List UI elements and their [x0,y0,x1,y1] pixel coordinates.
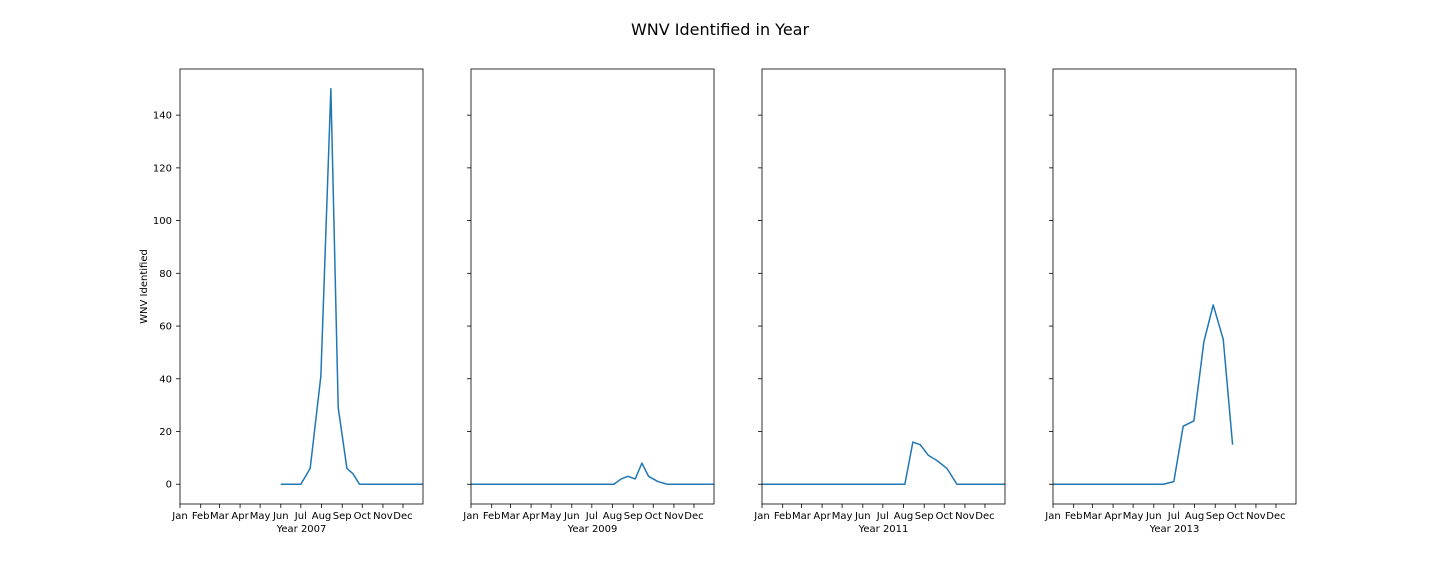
x-tick-label: Mar [792,511,812,522]
x-tick-label: Oct [645,511,662,522]
x-tick-label: Oct [936,511,953,522]
x-tick-label: Mar [1083,511,1103,522]
axes-frame [1052,68,1297,505]
x-tick-label: Sep [915,511,934,522]
y-tick-label: 40 [159,374,172,385]
x-tick-label: Jun [272,511,289,522]
x-tick-label: Aug [603,511,623,522]
x-tick-label: Apr [1104,511,1122,522]
x-tick-label: Feb [1065,511,1083,522]
x-axis-label: Year 2011 [858,524,909,535]
subplot-4: Jan Feb Mar Apr May Jun Jul Aug Sep Oct Nov Dec Year… [1044,68,1297,535]
x-tick-label: Oct [1227,511,1244,522]
axes-frame [761,68,1006,505]
x-tick-label: Dec [975,511,994,522]
x-tick-label: Aug [1185,511,1205,522]
y-tick-label: 0 [166,480,172,491]
series-line [762,441,1005,485]
x-tick-label: Nov [1246,511,1266,522]
x-tick-label: May [250,511,271,522]
x-tick-label: Feb [774,511,792,522]
subplot-1: 0 20 40 60 80 100 120 140 Jan Feb Mar Apr May Jun Jul A… [139,68,424,535]
x-tick-label: Jun [563,511,580,522]
x-tick-label: Jul [1167,511,1180,522]
x-tick-label: Jan [462,511,478,522]
y-tick-label: 20 [159,427,172,438]
x-tick-label: Jun [1145,511,1162,522]
x-tick-label: Jul [585,511,598,522]
x-tick-label: Mar [210,511,230,522]
y-tick-label: 60 [159,322,172,333]
x-tick-label: Apr [231,511,249,522]
x-tick-label: May [832,511,853,522]
chart-title: WNV Identified in Year [631,20,810,39]
x-tick-label: Aug [312,511,332,522]
x-tick-label: Jan [1044,511,1060,522]
series-line [280,88,423,485]
x-tick-label: Jan [171,511,187,522]
x-tick-label: Nov [664,511,684,522]
x-tick-label: Dec [1266,511,1285,522]
x-axis-label: Year 2009 [567,524,618,535]
y-tick-label: 80 [159,269,172,280]
x-tick-label: Feb [483,511,501,522]
series-line [1053,304,1234,485]
x-tick-label: Nov [373,511,393,522]
x-tick-label: Sep [624,511,643,522]
x-tick-label: Apr [522,511,540,522]
x-tick-label: Jun [854,511,871,522]
x-axis-label: Year 2013 [1149,524,1200,535]
x-tick-label: Sep [333,511,352,522]
x-tick-label: Sep [1206,511,1225,522]
x-tick-label: Jan [753,511,769,522]
x-tick-label: Oct [354,511,371,522]
axes-frame [179,68,424,505]
subplot-2: Jan Feb Mar Apr May Jun Jul Aug Sep Oct Nov Dec Year… [462,68,715,535]
axes-frame [470,68,715,505]
x-tick-label: Feb [192,511,210,522]
y-tick-label: 140 [153,111,172,122]
x-tick-label: May [541,511,562,522]
x-tick-label: Apr [813,511,831,522]
x-tick-label: Nov [955,511,975,522]
x-tick-label: May [1123,511,1144,522]
x-tick-label: Dec [684,511,703,522]
y-tick-label: 120 [153,163,172,174]
series-line [471,462,714,485]
y-axis-label: WNV Identified [139,249,150,324]
x-tick-label: Jul [294,511,307,522]
x-tick-label: Dec [393,511,412,522]
x-tick-label: Mar [501,511,521,522]
x-tick-label: Jul [876,511,889,522]
x-tick-label: Aug [894,511,914,522]
subplot-3: Jan Feb Mar Apr May Jun Jul Aug Sep Oct Nov Dec Year… [753,68,1006,535]
x-axis-label: Year 2007 [276,524,327,535]
y-tick-label: 100 [153,216,172,227]
